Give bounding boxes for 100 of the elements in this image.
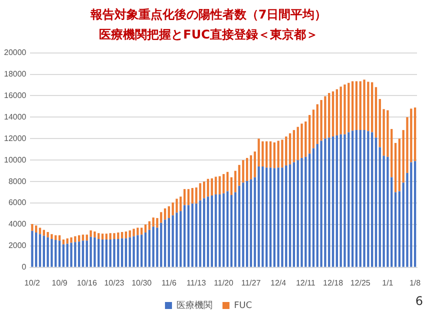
bar [82, 234, 84, 241]
bar [296, 126, 299, 160]
bar [374, 138, 378, 267]
bar [210, 178, 213, 196]
bar [94, 237, 96, 267]
bar [238, 186, 240, 267]
bar [176, 212, 178, 267]
bar [124, 238, 128, 267]
bar [394, 142, 397, 192]
x-tick-label: 11/6 [161, 278, 177, 288]
bar [42, 236, 45, 267]
bar [144, 232, 147, 267]
bar [250, 155, 252, 180]
bar [180, 211, 182, 267]
bar [312, 148, 315, 267]
bar [113, 233, 116, 239]
bar [50, 234, 53, 239]
legend-label: 医療機関 [176, 300, 212, 311]
bar [98, 238, 100, 267]
x-tick-label: 10/23 [104, 278, 125, 288]
bar [226, 191, 229, 267]
bar [222, 193, 225, 267]
bar [258, 166, 260, 267]
bar [324, 138, 326, 267]
bar [46, 232, 49, 238]
bar [398, 138, 400, 192]
bar [230, 194, 233, 267]
bar [304, 156, 307, 267]
bar [109, 240, 112, 267]
y-tick-label: 4000 [8, 220, 27, 229]
x-tick-label: 10/16 [76, 278, 98, 288]
bar [38, 228, 42, 234]
bar [140, 234, 143, 267]
bar [374, 87, 378, 138]
bar [120, 238, 124, 267]
bar [31, 224, 34, 231]
bar [288, 164, 292, 267]
y-tick-label: 8000 [8, 176, 27, 186]
bar [117, 238, 120, 267]
bar [359, 81, 362, 130]
bar [308, 115, 311, 154]
bar [128, 237, 131, 267]
bar [187, 189, 190, 206]
y-tick-label: 12000 [4, 134, 27, 143]
bar [82, 240, 84, 267]
bar [86, 234, 88, 241]
bar [340, 134, 342, 267]
bar [86, 240, 88, 267]
x-tick-label: 1/1 [382, 278, 394, 288]
bar [132, 236, 135, 267]
bar [344, 134, 346, 267]
bar [203, 182, 206, 198]
bar [35, 226, 38, 233]
bar [180, 196, 182, 212]
bar [54, 235, 57, 240]
bar [262, 141, 264, 167]
text: 6 [415, 294, 423, 308]
bar [277, 140, 280, 168]
legend-label: FUC [234, 300, 252, 311]
y-tick-label: 6000 [8, 198, 27, 208]
bar [78, 242, 80, 267]
bar [336, 135, 338, 267]
bar [285, 136, 288, 166]
bar [273, 168, 276, 267]
bar [371, 132, 374, 267]
bar [203, 198, 206, 267]
bar [187, 205, 190, 267]
x-tick-label: 12/4 [270, 278, 287, 288]
x-tick-label: 11/27 [241, 278, 262, 288]
bar [336, 89, 338, 136]
bar [288, 133, 292, 164]
bar [266, 141, 268, 168]
bar [222, 174, 225, 194]
bar [242, 160, 244, 183]
bar [168, 206, 170, 218]
bar [351, 81, 354, 131]
bar [199, 183, 202, 200]
x-tick-label: 12/18 [322, 278, 344, 288]
bar [109, 233, 112, 240]
bar [176, 198, 178, 213]
bar [348, 82, 350, 132]
bar [292, 130, 296, 162]
bar [66, 244, 68, 267]
y-tick-label: 10000 [4, 155, 27, 164]
x-tick-label: 12/11 [296, 278, 316, 288]
bar [359, 130, 362, 267]
y-tick-label: 0 [22, 262, 27, 272]
bar [62, 240, 65, 244]
y-tick-label: 20000 [4, 48, 27, 58]
bar [214, 194, 217, 267]
bar [292, 162, 296, 267]
bar [101, 240, 104, 267]
bar [363, 130, 366, 267]
bar [105, 234, 108, 240]
bar [140, 228, 143, 235]
x-tick-label: 10/2 [24, 278, 41, 288]
bar [160, 222, 162, 267]
bar [328, 93, 330, 138]
bar [269, 141, 272, 168]
bar [348, 132, 350, 267]
